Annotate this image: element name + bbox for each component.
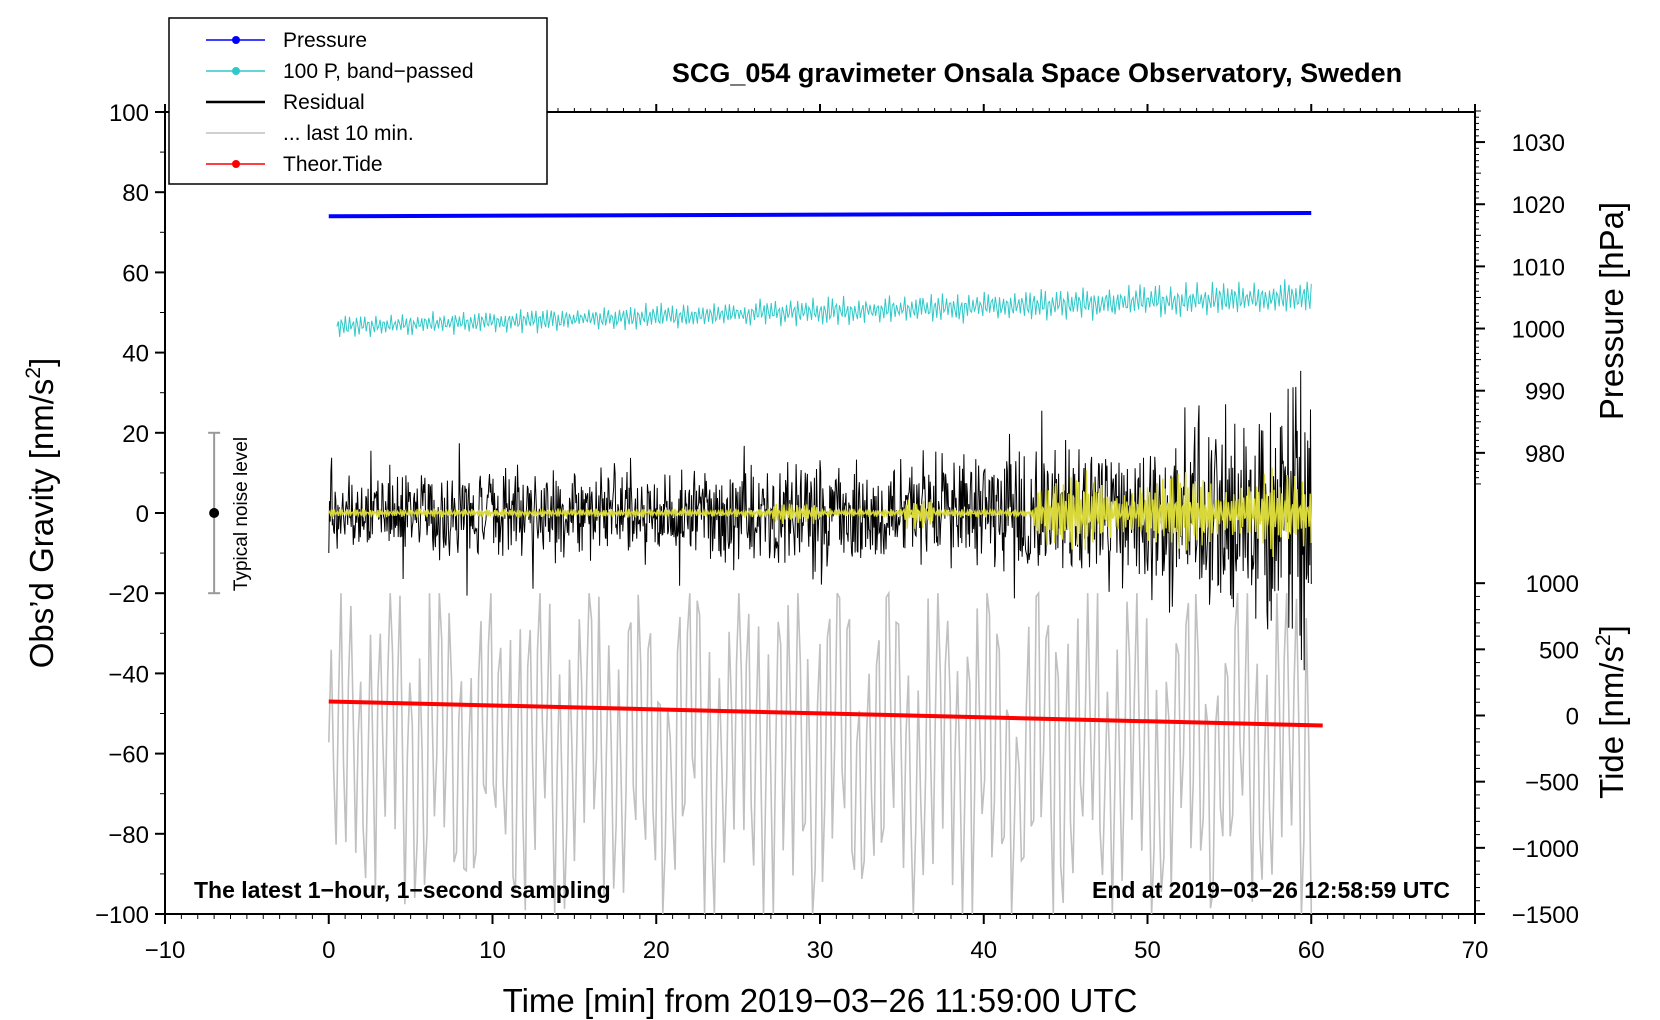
x-axis-title: Time [min] from 2019−03−26 11:59:00 UTC bbox=[503, 982, 1138, 1019]
legend-label: ... last 10 min. bbox=[283, 122, 414, 145]
y-tick-labels: 100 80 60 40 20 0 −20 −40 −60 −80 −100 bbox=[95, 100, 149, 929]
y-axis-title-main: Obs’d Gravity [nm/s bbox=[23, 379, 60, 669]
chart-title: SCG_054 gravimeter Onsala Space Observat… bbox=[672, 58, 1402, 88]
pressure-tick-label: 990 bbox=[1525, 379, 1565, 406]
tide-tick-labels: 1000 500 0 −500 −1000 −1500 bbox=[1512, 571, 1579, 929]
series-last-10-min bbox=[328, 590, 1313, 915]
x-tick-label: 70 bbox=[1462, 937, 1489, 964]
pressure-tick-labels: 1030 1020 1010 1000 990 980 bbox=[1512, 130, 1565, 468]
tide-tick-label: −1500 bbox=[1512, 902, 1579, 929]
y-tick-label: −60 bbox=[108, 742, 149, 769]
noise-level-label: Typical noise level bbox=[231, 437, 252, 591]
legend-label: Residual bbox=[283, 91, 365, 114]
tide-tick-label: −1000 bbox=[1512, 836, 1579, 863]
x-tick-label: 30 bbox=[807, 937, 834, 964]
tide-tick-label: 1000 bbox=[1526, 571, 1579, 598]
pressure-axis-title: Pressure [hPa] bbox=[1593, 202, 1630, 420]
x-tick-label: −10 bbox=[145, 937, 186, 964]
legend-marker bbox=[232, 67, 240, 75]
pressure-tick-label: 1030 bbox=[1512, 130, 1565, 157]
y-tick-label: 100 bbox=[109, 100, 149, 127]
y-tick-label: −20 bbox=[108, 581, 149, 608]
pressure-tick-label: 980 bbox=[1525, 441, 1565, 468]
noise-center-dot bbox=[209, 508, 220, 518]
annotation-right: End at 2019−03−26 12:58:59 UTC bbox=[1092, 877, 1450, 903]
annotation-left: The latest 1−hour, 1−second sampling bbox=[194, 877, 611, 903]
y-tick-label: 80 bbox=[122, 180, 149, 207]
y-axis-title-sup: 2 bbox=[22, 367, 45, 379]
series-layer bbox=[328, 211, 1323, 915]
x-tick-label: 60 bbox=[1298, 937, 1325, 964]
legend-item: ... last 10 min. bbox=[206, 122, 414, 145]
series-band-passed bbox=[336, 279, 1312, 338]
pressure-tick-label: 1000 bbox=[1512, 317, 1565, 344]
y-tick-label: 0 bbox=[136, 501, 149, 528]
legend-marker bbox=[232, 36, 240, 44]
legend-label: 100 P, band−passed bbox=[283, 60, 474, 83]
y-axis-title: Obs’d Gravity [nm/s2] bbox=[22, 358, 60, 669]
tide-tick-label: 0 bbox=[1566, 704, 1579, 731]
legend-item: Theor.Tide bbox=[206, 153, 383, 176]
y-tick-label: −40 bbox=[108, 661, 149, 688]
y-tick-label: 60 bbox=[122, 260, 149, 287]
x-tick-label: 20 bbox=[643, 937, 670, 964]
tide-axis-title-main: Tide [nm/s bbox=[1593, 646, 1630, 799]
pressure-tick-label: 1020 bbox=[1512, 192, 1565, 219]
y-axis-title-end: ] bbox=[23, 358, 60, 367]
x-tick-label: 10 bbox=[479, 937, 506, 964]
noise-indicator: Typical noise level bbox=[208, 431, 252, 595]
series-theor-tide bbox=[328, 699, 1323, 728]
series-pressure bbox=[328, 211, 1312, 219]
legend-marker bbox=[232, 160, 240, 168]
x-tick-labels: −10 0 10 20 30 40 50 60 70 bbox=[145, 937, 1489, 964]
tide-axis-title-end: ] bbox=[1593, 625, 1630, 634]
tide-axis-title-sup: 2 bbox=[1592, 634, 1615, 646]
legend-label: Pressure bbox=[283, 29, 367, 52]
tide-axis-title: Tide [nm/s2] bbox=[1592, 625, 1630, 799]
x-tick-label: 0 bbox=[322, 937, 335, 964]
y-tick-label: −80 bbox=[108, 822, 149, 849]
series-residual bbox=[328, 370, 1312, 671]
tide-tick-label: −500 bbox=[1525, 770, 1579, 797]
x-tick-label: 50 bbox=[1134, 937, 1161, 964]
legend-item: Pressure bbox=[206, 29, 367, 52]
legend-item: Residual bbox=[206, 91, 365, 114]
y-tick-label: 40 bbox=[122, 341, 149, 368]
x-tick-label: 40 bbox=[970, 937, 997, 964]
legend: Pressure 100 P, band−passed Residual ... la… bbox=[168, 17, 548, 185]
legend-item: 100 P, band−passed bbox=[206, 60, 474, 83]
y-tick-label: 20 bbox=[122, 421, 149, 448]
pressure-tick-label: 1010 bbox=[1512, 254, 1565, 281]
series-filtered bbox=[328, 467, 1312, 558]
legend-label: Theor.Tide bbox=[283, 153, 383, 176]
y-tick-label: −100 bbox=[95, 902, 149, 929]
tide-tick-label: 500 bbox=[1539, 637, 1579, 664]
